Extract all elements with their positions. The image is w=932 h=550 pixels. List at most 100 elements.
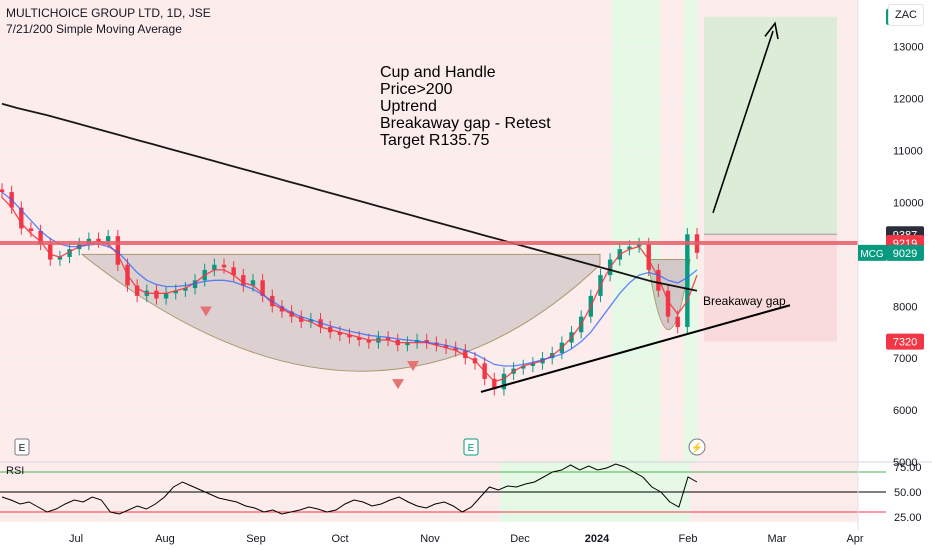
bullish-zone	[612, 0, 660, 462]
x-tick-label: Feb	[679, 533, 698, 545]
currency-button[interactable]: ZAC	[888, 4, 924, 26]
annotation-line: Price>200	[380, 81, 453, 98]
candle-body	[665, 290, 671, 317]
rsi-tick-label: 50.00	[894, 487, 922, 499]
candle-body	[0, 189, 5, 193]
candle-body	[173, 290, 178, 294]
price-tag-label: 7320	[893, 337, 917, 349]
candle-body	[192, 280, 198, 289]
annotation-line: Uptrend	[380, 98, 437, 115]
candle-body	[212, 264, 217, 270]
candle-body	[57, 256, 63, 260]
rsi-line	[1, 463, 698, 515]
candle-body	[501, 373, 507, 390]
candle-body	[250, 280, 256, 286]
candle-body	[28, 228, 34, 231]
price-tag	[886, 333, 924, 350]
annotation-line: Cup and Handle	[380, 64, 496, 81]
breakaway-gap-label: Breakaway gap	[703, 294, 786, 308]
candle-body	[48, 243, 53, 260]
candle-body	[337, 332, 343, 335]
resistance-line	[0, 240, 858, 245]
candle-body	[356, 337, 362, 341]
trend-line	[480, 304, 791, 393]
sell-marker	[392, 379, 404, 390]
ma-line-sma-21	[1, 191, 698, 367]
x-tick-label: Dec	[510, 533, 530, 545]
x-tick-label: Jul	[69, 533, 83, 545]
candle-body	[347, 334, 352, 338]
candle-body	[530, 363, 536, 366]
cup-shape	[80, 253, 601, 372]
annotation-line: Breakaway gap - Retest	[380, 115, 551, 132]
candle-body	[105, 236, 111, 242]
y-tick-label: 8000	[893, 301, 917, 313]
price-tag	[886, 244, 924, 261]
candle-body	[463, 350, 468, 359]
x-tick-label: 2024	[585, 533, 610, 545]
candle-body	[636, 243, 642, 247]
earnings-badge-2: E	[468, 443, 475, 454]
x-tick-label: Sep	[246, 533, 266, 545]
y-tick-label: 5000	[893, 457, 917, 469]
x-tick-label: Apr	[846, 533, 863, 545]
price-tag-label: 9029	[893, 248, 917, 260]
candle-body	[38, 231, 43, 244]
x-tick-label: Aug	[155, 533, 175, 545]
candle-body	[685, 234, 690, 328]
candle-body	[675, 316, 680, 328]
rsi-title: RSI	[6, 465, 24, 477]
candle-body	[231, 267, 236, 276]
y-tick-label: 13000	[893, 42, 924, 54]
candle-body	[115, 236, 121, 265]
candle-body	[96, 238, 101, 242]
candle-body	[366, 340, 372, 343]
candle-body	[134, 285, 140, 296]
y-tick-label: 12000	[893, 94, 924, 106]
symbol-title: MULTICHOICE GROUP LTD, 1D, JSE	[6, 6, 211, 20]
candle-body	[453, 347, 458, 351]
candle-body	[260, 280, 265, 296]
candle-body	[67, 249, 72, 257]
x-tick-label: Mar	[768, 533, 787, 545]
candle-body	[656, 269, 661, 291]
earnings-badge-2-frame	[463, 438, 479, 456]
sell-marker	[200, 306, 212, 317]
rsi-tick-label: 25.00	[894, 512, 922, 524]
indicator-title: 7/21/200 Simple Moving Average	[6, 22, 182, 36]
candle-body	[154, 290, 159, 299]
candle-body	[424, 340, 429, 343]
ma-line-sma-7	[1, 196, 698, 383]
rsi-tick-label: 75.00	[894, 462, 922, 474]
x-tick-label: Oct	[331, 533, 348, 545]
stop-box	[704, 234, 837, 342]
candle-body	[492, 378, 497, 390]
candle-body	[163, 293, 169, 299]
annotation-line: Target R135.75	[380, 132, 490, 149]
earnings-badge-1: E	[19, 443, 26, 454]
news-badge-frame	[688, 438, 706, 456]
candle-body	[405, 342, 410, 346]
ticker-tag-label: MCG	[860, 249, 884, 260]
x-tick-label: Nov	[420, 533, 440, 545]
candle-body	[183, 288, 188, 291]
candle-body	[19, 207, 24, 229]
candle-body	[385, 337, 391, 341]
candle-body	[627, 246, 632, 250]
y-tick-label: 10000	[893, 197, 924, 209]
earnings-badge-1-frame	[14, 438, 30, 456]
candle-body	[646, 243, 651, 270]
y-tick-label: 6000	[893, 405, 917, 417]
target-box	[704, 16, 837, 235]
news-badge: ⚡	[691, 441, 703, 454]
bullish-zone	[684, 0, 698, 462]
candle-body	[241, 275, 246, 286]
ticker-tag	[858, 244, 886, 261]
candle-body	[521, 365, 526, 369]
ma-line-sma-200	[1, 102, 698, 292]
y-tick-label: 7000	[893, 353, 917, 365]
arrow-head	[764, 21, 779, 40]
sell-marker	[407, 360, 419, 371]
